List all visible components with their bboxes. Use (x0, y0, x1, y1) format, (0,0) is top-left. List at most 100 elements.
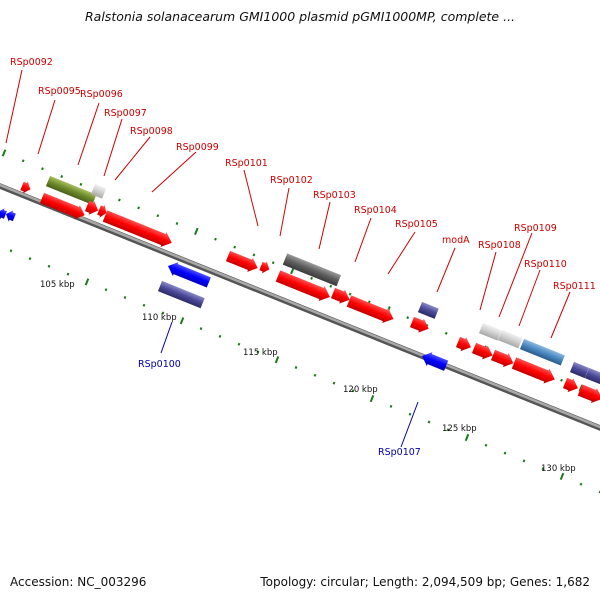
gene-label-rsp0102[interactable]: RSp0102 (270, 175, 313, 186)
minor-tick (156, 214, 160, 218)
gene-label-rsp0100[interactable]: RSp0100 (138, 359, 181, 370)
minor-tick (389, 404, 393, 408)
minor-tick (256, 350, 260, 354)
scale-label: 125 kbp (442, 424, 477, 434)
gene-label-rsp0099[interactable]: RSp0099 (176, 142, 219, 153)
minor-tick (118, 198, 121, 202)
minor-tick (598, 490, 600, 494)
gene-label-rsp0105[interactable]: RSp0105 (395, 219, 438, 230)
gene-rsp0100b[interactable] (157, 280, 205, 309)
minor-tick (427, 420, 431, 424)
major-tick (559, 472, 565, 481)
minor-tick (408, 412, 412, 416)
gene-rsp0090[interactable] (0, 206, 8, 220)
gene-label-rsp0110[interactable]: RSp0110 (524, 259, 567, 270)
gene-label-rsp0111[interactable]: RSp0111 (553, 281, 596, 292)
minor-tick (199, 327, 203, 331)
minor-tick (332, 381, 336, 385)
gene-rsp0094[interactable] (90, 183, 107, 199)
gene-rsp0106a[interactable] (417, 301, 439, 319)
major-tick (274, 356, 280, 364)
gene-label-rsp0096[interactable]: RSp0096 (80, 89, 123, 100)
minor-tick (310, 276, 313, 280)
gene-rsp0107[interactable] (419, 349, 449, 373)
minor-tick (161, 311, 165, 315)
minor-tick (123, 296, 127, 299)
gene-features (0, 175, 600, 407)
minor-tick (313, 373, 317, 377)
minor-tick (66, 272, 70, 276)
gene-rsp0104[interactable] (275, 269, 333, 305)
map-title: Ralstonia solanacearum GMI1000 plasmid p… (84, 9, 516, 24)
minor-tick (446, 428, 450, 432)
gene-rsp0096[interactable] (84, 199, 101, 217)
gene-label-rsp0103[interactable]: RSp0103 (313, 190, 356, 201)
gene-rsp0107b[interactable] (455, 335, 474, 354)
major-tick (464, 433, 470, 442)
gene-rsp0102[interactable] (259, 260, 272, 275)
gene-rsp0104b[interactable] (330, 286, 352, 307)
minor-tick (9, 249, 13, 253)
minor-tick (271, 261, 275, 265)
minor-tick (60, 175, 64, 178)
minor-tick (137, 206, 140, 210)
minor-tick (41, 167, 44, 171)
gene-label-rsp0095[interactable]: RSp0095 (38, 86, 81, 97)
gene-rsp0110a[interactable] (490, 348, 516, 370)
major-tick (369, 394, 375, 403)
gene-rsp0108a[interactable] (478, 322, 502, 341)
gene-rsp0093[interactable] (45, 175, 97, 205)
gene-rsp0097[interactable] (96, 204, 109, 220)
minor-tick (28, 257, 32, 261)
gene-rsp0103[interactable] (282, 253, 342, 287)
gene-rsp0100[interactable] (165, 259, 211, 289)
major-tick (1, 149, 7, 157)
summary-text: Topology: circular; Length: 2,094,509 bp… (260, 575, 590, 589)
minor-tick (21, 159, 25, 163)
gene-rsp0112b[interactable] (584, 367, 600, 386)
gene-rsp0109[interactable] (519, 338, 565, 366)
gene-label-rsp0108[interactable]: RSp0108 (478, 240, 521, 251)
minor-tick (503, 451, 507, 455)
scale-label: 110 kbp (142, 313, 177, 323)
minor-tick (329, 284, 333, 288)
gene-rsp0101[interactable] (225, 249, 260, 275)
gene-rsp0112a[interactable] (569, 361, 589, 379)
gene-rsp0105[interactable] (346, 294, 397, 327)
gene-label-rsp0097[interactable]: RSp0097 (104, 108, 147, 119)
gene-label-rsp0092[interactable]: RSp0092 (10, 57, 53, 68)
minor-tick (351, 389, 355, 393)
gene-rsp0113[interactable] (577, 383, 600, 407)
scale-labels: 105 kbp 110 kbp 115 kbp 120 kbp 125 kbp … (40, 280, 576, 474)
gene-label-moda[interactable]: modA (442, 235, 470, 246)
minor-tick (294, 366, 298, 369)
minor-tick (214, 237, 217, 241)
gene-moda[interactable] (409, 315, 431, 336)
gene-label-rsp0101[interactable]: RSp0101 (225, 158, 268, 169)
minor-tick (541, 467, 545, 471)
gene-label-rsp0109[interactable]: RSp0109 (514, 223, 557, 234)
minor-tick (348, 292, 352, 296)
gene-rsp0095[interactable] (39, 191, 87, 222)
gene-rsp0108[interactable] (471, 341, 495, 362)
gene-rsp0110[interactable] (511, 356, 558, 387)
minor-tick (484, 443, 488, 447)
gene-callouts: RSp0092 RSp0095 RSp0096 RSp0097 RSp0098 … (5, 57, 596, 458)
scale-label: 105 kbp (40, 280, 75, 290)
minor-tick (560, 378, 563, 382)
gene-label-rsp0104[interactable]: RSp0104 (354, 205, 397, 216)
gene-rsp0098[interactable] (102, 209, 175, 251)
scale-label: 130 kbp (541, 464, 576, 474)
gene-rsp0108b[interactable] (497, 329, 523, 349)
major-tick (179, 317, 185, 325)
minor-tick (233, 245, 237, 249)
gene-rsp0092[interactable] (20, 180, 33, 195)
scale-label: 115 kbp (243, 348, 278, 358)
gene-label-rsp0098[interactable]: RSp0098 (130, 126, 173, 137)
minor-tick (237, 342, 241, 346)
gene-rsp0091[interactable] (4, 208, 17, 222)
gene-rsp0111[interactable] (562, 376, 581, 395)
backbone (0, 183, 600, 431)
major-tick (84, 278, 90, 286)
gene-label-rsp0107[interactable]: RSp0107 (378, 447, 421, 458)
